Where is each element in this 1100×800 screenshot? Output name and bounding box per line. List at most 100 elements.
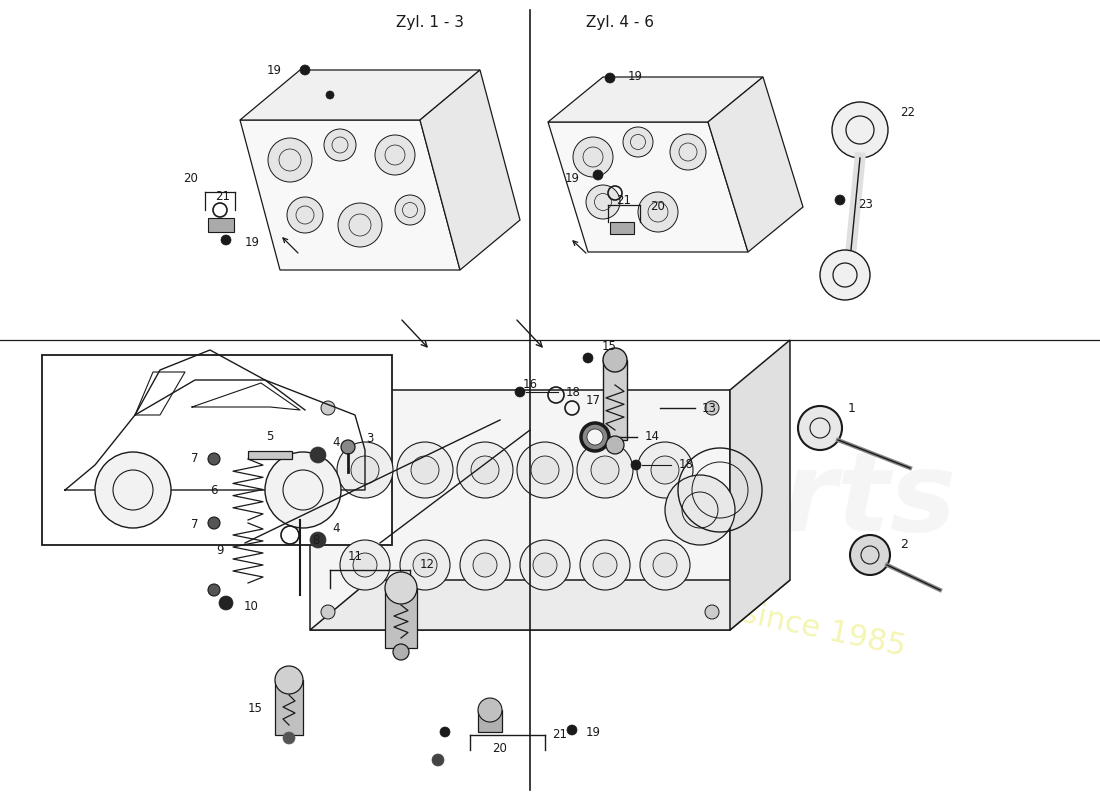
Circle shape bbox=[638, 192, 678, 232]
Circle shape bbox=[850, 535, 890, 575]
Circle shape bbox=[340, 540, 390, 590]
Circle shape bbox=[95, 452, 170, 528]
Circle shape bbox=[375, 135, 415, 175]
Bar bbox=[478, 710, 502, 732]
Bar bbox=[42, 355, 392, 545]
Circle shape bbox=[603, 348, 627, 372]
Polygon shape bbox=[730, 340, 790, 630]
Circle shape bbox=[412, 553, 437, 577]
Text: Zyl. 4 - 6: Zyl. 4 - 6 bbox=[586, 14, 654, 30]
Circle shape bbox=[321, 605, 336, 619]
Circle shape bbox=[456, 442, 513, 498]
Text: 14: 14 bbox=[645, 430, 660, 443]
Circle shape bbox=[623, 127, 653, 157]
Circle shape bbox=[460, 540, 510, 590]
Circle shape bbox=[637, 442, 693, 498]
Circle shape bbox=[208, 584, 220, 596]
Polygon shape bbox=[548, 122, 748, 252]
Text: 19: 19 bbox=[628, 70, 643, 83]
Circle shape bbox=[631, 460, 641, 470]
Circle shape bbox=[268, 138, 312, 182]
Circle shape bbox=[283, 732, 295, 744]
Circle shape bbox=[385, 572, 417, 604]
Text: 17: 17 bbox=[586, 394, 601, 406]
Polygon shape bbox=[708, 77, 803, 252]
Text: Zyl. 1 - 3: Zyl. 1 - 3 bbox=[396, 14, 464, 30]
Circle shape bbox=[337, 442, 393, 498]
Text: 6: 6 bbox=[210, 483, 218, 497]
Text: 19: 19 bbox=[245, 235, 260, 249]
Text: 20: 20 bbox=[493, 742, 507, 754]
Text: 21: 21 bbox=[214, 190, 230, 202]
Circle shape bbox=[832, 102, 888, 158]
Circle shape bbox=[566, 725, 578, 735]
Text: 12: 12 bbox=[420, 558, 434, 570]
Circle shape bbox=[515, 387, 525, 397]
Circle shape bbox=[587, 429, 603, 445]
Circle shape bbox=[326, 91, 334, 99]
Circle shape bbox=[208, 453, 220, 465]
Text: 18: 18 bbox=[566, 386, 581, 398]
Circle shape bbox=[651, 456, 679, 484]
Circle shape bbox=[578, 442, 632, 498]
Circle shape bbox=[208, 517, 220, 529]
Circle shape bbox=[573, 137, 613, 177]
Circle shape bbox=[324, 129, 356, 161]
Text: 19: 19 bbox=[267, 63, 282, 77]
Text: 4: 4 bbox=[332, 522, 340, 534]
Circle shape bbox=[397, 442, 453, 498]
Text: 21: 21 bbox=[616, 194, 631, 207]
Circle shape bbox=[593, 553, 617, 577]
Text: 20: 20 bbox=[183, 171, 198, 185]
Text: 3: 3 bbox=[366, 433, 373, 446]
Circle shape bbox=[581, 423, 609, 451]
Circle shape bbox=[338, 203, 382, 247]
Polygon shape bbox=[310, 580, 790, 630]
Circle shape bbox=[440, 727, 450, 737]
Circle shape bbox=[400, 540, 450, 590]
Circle shape bbox=[287, 197, 323, 233]
Text: 19: 19 bbox=[586, 726, 601, 738]
Text: 15: 15 bbox=[249, 702, 263, 714]
Bar bbox=[275, 680, 302, 735]
Polygon shape bbox=[240, 120, 460, 270]
Circle shape bbox=[580, 540, 630, 590]
Circle shape bbox=[351, 456, 380, 484]
Circle shape bbox=[670, 134, 706, 170]
Text: 4: 4 bbox=[332, 437, 340, 450]
Bar bbox=[248, 451, 292, 459]
Text: 7: 7 bbox=[190, 518, 198, 531]
Circle shape bbox=[300, 65, 310, 75]
Circle shape bbox=[705, 401, 719, 415]
Circle shape bbox=[606, 436, 624, 454]
Circle shape bbox=[534, 553, 557, 577]
Circle shape bbox=[478, 698, 502, 722]
Circle shape bbox=[820, 250, 870, 300]
Circle shape bbox=[473, 553, 497, 577]
Text: a passion for parts since 1985: a passion for parts since 1985 bbox=[451, 538, 909, 662]
Circle shape bbox=[219, 596, 233, 610]
Text: 15: 15 bbox=[602, 339, 617, 353]
Circle shape bbox=[798, 406, 842, 450]
Text: 5: 5 bbox=[266, 430, 274, 443]
Circle shape bbox=[666, 475, 735, 545]
Bar bbox=[385, 588, 417, 648]
Circle shape bbox=[517, 442, 573, 498]
Circle shape bbox=[640, 540, 690, 590]
Text: 16: 16 bbox=[522, 378, 538, 391]
Circle shape bbox=[586, 185, 620, 219]
Bar bbox=[603, 360, 627, 440]
Circle shape bbox=[310, 532, 326, 548]
Text: europarts: europarts bbox=[343, 446, 957, 554]
Circle shape bbox=[653, 553, 676, 577]
Circle shape bbox=[520, 540, 570, 590]
Polygon shape bbox=[420, 70, 520, 270]
Circle shape bbox=[321, 401, 336, 415]
Circle shape bbox=[432, 754, 444, 766]
Text: 18: 18 bbox=[679, 458, 694, 471]
Circle shape bbox=[593, 170, 603, 180]
Circle shape bbox=[275, 666, 302, 694]
Text: 22: 22 bbox=[900, 106, 915, 118]
Text: 1: 1 bbox=[848, 402, 856, 414]
Circle shape bbox=[310, 447, 326, 463]
